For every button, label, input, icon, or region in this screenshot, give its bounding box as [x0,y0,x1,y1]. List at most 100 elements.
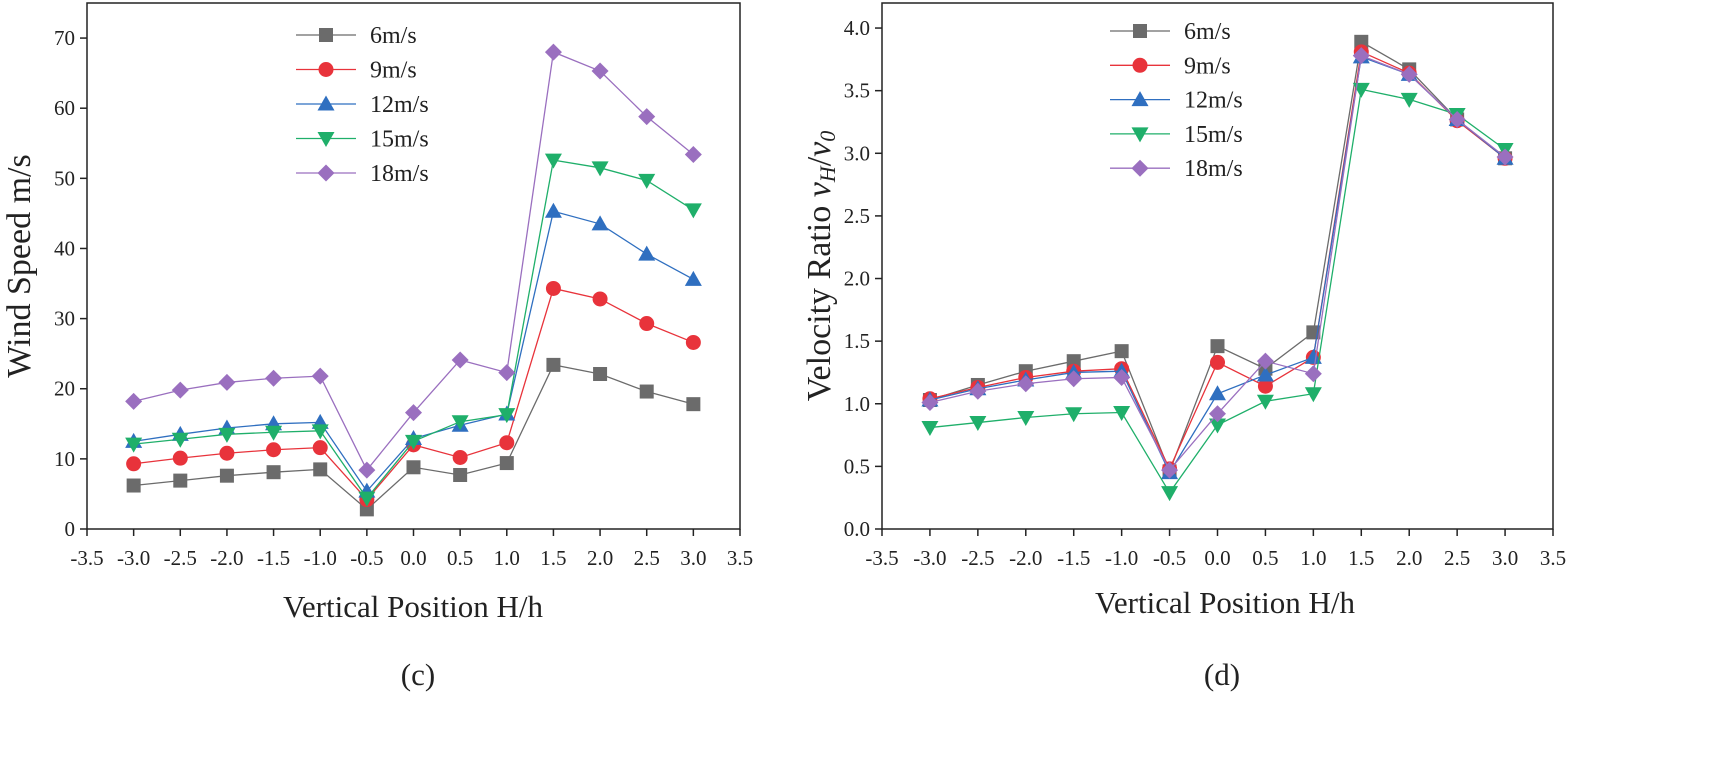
legend-label: 6m/s [1184,19,1231,45]
legend-label: 6m/s [370,23,417,49]
legend-marker [317,164,335,182]
data-point [358,491,376,507]
legend-entry: 6m/s [296,23,417,49]
legend-entry: 18m/s [296,161,429,187]
x-tick-label: -1.0 [1105,546,1138,570]
data-point [1448,110,1466,128]
legend-marker [1131,127,1149,143]
data-point [265,425,283,441]
data-point [1209,385,1226,401]
y-tick-label: 30 [54,307,75,331]
x-axis-label: Vertical Position H/h [1095,585,1356,620]
x-tick-label: 1.5 [1348,546,1374,570]
data-point [921,421,939,437]
data-point [218,427,236,443]
data-point [1256,366,1274,382]
data-point [311,367,329,385]
data-point [1161,486,1179,502]
x-tick-label: -2.5 [164,546,197,570]
y-tick-label: 20 [54,377,75,401]
data-point [638,245,656,261]
data-point [1113,368,1131,386]
y-tick-label: 1.5 [844,329,870,353]
data-point [126,456,142,472]
data-point [1257,378,1273,394]
data-point [453,467,468,482]
data-point [265,369,283,387]
data-point [593,367,608,382]
data-point [126,478,141,493]
data-point [312,440,328,456]
y-tick-label: 0 [65,517,76,541]
y-axis-label-v2: v [801,141,838,157]
legend-entry: 15m/s [296,127,429,153]
data-point [1065,370,1083,388]
x-tick-label: -2.0 [210,546,243,570]
legend-label: 18m/s [370,161,429,187]
x-tick-label: -0.5 [350,546,383,570]
y-tick-label: 10 [54,447,75,471]
data-point [1400,92,1418,108]
x-tick-label: 1.0 [1300,546,1326,570]
data-point [499,456,514,471]
x-tick-label: -3.5 [865,546,898,570]
y-tick-label: 50 [54,166,75,190]
series-6m/s [126,357,701,517]
legend-marker [317,95,335,111]
data-point [266,465,281,480]
data-point [451,415,469,431]
y-tick-label: 4.0 [844,16,870,40]
data-point [1210,339,1225,354]
legend-label: 18m/s [1184,156,1243,182]
data-point [219,445,235,461]
x-tick-label: -1.5 [1057,546,1090,570]
data-point [684,270,702,286]
x-tick-label: 0.5 [1252,546,1278,570]
data-point [969,382,987,400]
x-tick-label: 2.0 [1396,546,1422,570]
data-point [546,357,561,372]
data-point [591,215,609,231]
y-tick-label: 3.5 [844,79,870,103]
y-tick-label: 1.0 [844,392,870,416]
x-axis-label: Vertical Position H/h [283,589,544,624]
data-point [452,449,468,465]
data-point [498,364,516,382]
y-tick-label: 60 [54,96,75,120]
panel-label: (d) [1204,657,1240,692]
y-axis-label-sub1: H [815,165,840,183]
x-tick-label: -1.0 [304,546,337,570]
data-point [405,434,422,450]
y-tick-label: 40 [54,236,75,260]
y-tick-label: 2.5 [844,204,870,228]
data-point [638,173,656,189]
data-point [1304,365,1322,383]
y-tick-label: 0.5 [844,454,870,478]
legend-label: 12m/s [370,92,429,118]
data-point [171,381,189,399]
x-tick-label: 2.5 [1444,546,1470,570]
data-point [1400,65,1418,83]
legend-marker [319,28,333,42]
legend-marker [318,62,334,77]
data-point [921,394,939,412]
legend-label: 15m/s [370,127,429,153]
data-point [1209,418,1226,434]
x-tick-label: 3.5 [1540,546,1566,570]
legend-entry: 15m/s [1110,122,1243,148]
x-tick-label: -3.5 [70,546,103,570]
data-point [313,462,328,477]
data-point [1114,344,1129,359]
data-point [358,461,376,479]
data-point [125,392,143,410]
x-tick-label: 1.0 [494,546,520,570]
data-point [1210,354,1225,370]
data-point [405,404,422,422]
legend-entry: 12m/s [1110,88,1243,114]
series-12m/s [125,202,702,498]
series-15m/s [125,153,702,507]
y-axis-label-sub2: 0 [815,131,840,142]
series-18m/s [921,47,1514,479]
